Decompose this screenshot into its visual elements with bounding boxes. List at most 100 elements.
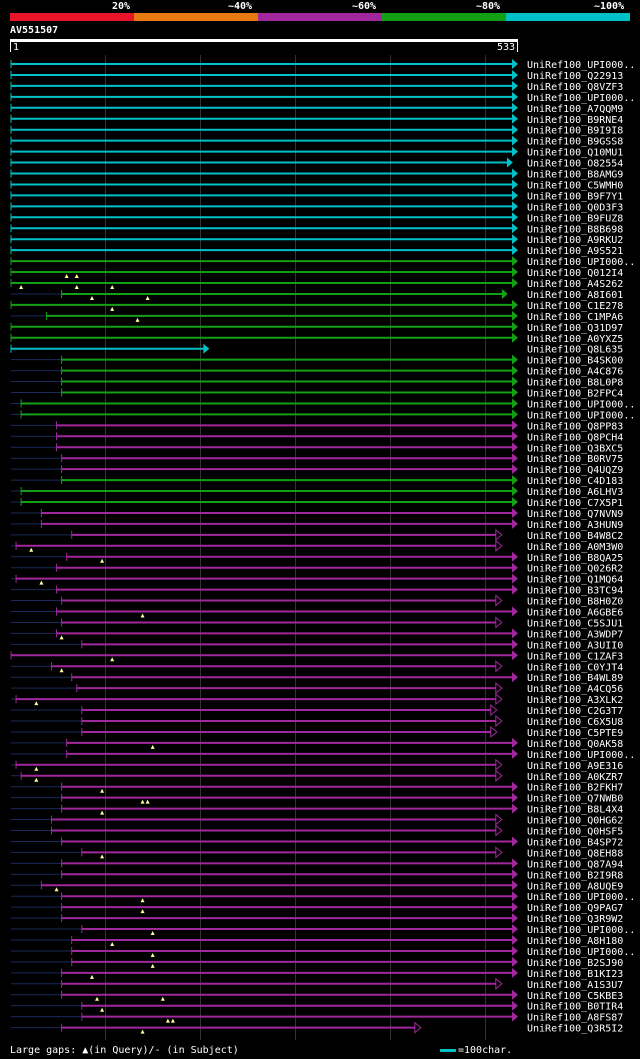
- hit-label[interactable]: UniRef100_UPI000..: [527, 399, 635, 410]
- hit-label[interactable]: UniRef100_B9FUZ8: [527, 213, 623, 224]
- hit-label[interactable]: UniRef100_A9S521: [527, 246, 623, 257]
- hit-label[interactable]: UniRef100_UPI000..: [527, 947, 635, 958]
- hit-label[interactable]: UniRef100_A4C876: [527, 367, 623, 378]
- hit-label[interactable]: UniRef100_Q8L635: [527, 345, 623, 356]
- hit-label[interactable]: UniRef100_C1ZAF3: [527, 651, 623, 662]
- hit-label[interactable]: UniRef100_UPI000..: [527, 257, 635, 268]
- hit-label[interactable]: UniRef100_B4SK00: [527, 356, 623, 367]
- hit-label[interactable]: UniRef100_Q7NVN9: [527, 509, 623, 520]
- hit-label[interactable]: UniRef100_Q8EH88: [527, 848, 623, 859]
- hit-label[interactable]: UniRef100_A0KZR7: [527, 772, 623, 783]
- hit-label[interactable]: UniRef100_UPI000..: [527, 750, 635, 761]
- query-gap-marker: [140, 799, 145, 804]
- hit-label[interactable]: UniRef100_B9I9I8: [527, 126, 623, 137]
- hit-label[interactable]: UniRef100_Q026R2: [527, 564, 623, 575]
- hit-end-arrow: [512, 518, 518, 529]
- hit-label[interactable]: UniRef100_A8FS87: [527, 1013, 623, 1024]
- hit-label[interactable]: UniRef100_A3UII0: [527, 640, 623, 651]
- hit-end-arrow: [512, 858, 518, 869]
- hit-label[interactable]: UniRef100_B8AMG9: [527, 170, 623, 181]
- hit-label[interactable]: UniRef100_A3HUN9: [527, 520, 623, 531]
- hit-label[interactable]: UniRef100_B9RNE4: [527, 115, 623, 126]
- hit-end-arrow: [512, 606, 518, 617]
- hit-label[interactable]: UniRef100_B2SJ90: [527, 958, 623, 969]
- hit-label[interactable]: UniRef100_B1KI23: [527, 969, 623, 980]
- hit-label[interactable]: UniRef100_C1MPA6: [527, 312, 623, 323]
- hit-end-arrow: [414, 1021, 422, 1034]
- hit-label[interactable]: UniRef100_UPI000..: [527, 892, 635, 903]
- hit-label[interactable]: UniRef100_Q012I4: [527, 268, 623, 279]
- hit-label[interactable]: UniRef100_O82554: [527, 159, 623, 170]
- hit-label[interactable]: UniRef100_Q31D97: [527, 323, 623, 334]
- query-gap-marker: [170, 1018, 175, 1023]
- hit-label[interactable]: UniRef100_Q3BXC5: [527, 443, 623, 454]
- hit-label[interactable]: UniRef100_C5WMH0: [527, 180, 623, 191]
- hit-label[interactable]: UniRef100_B9F7Y1: [527, 191, 623, 202]
- hit-label[interactable]: UniRef100_C4D183: [527, 476, 623, 487]
- hit-label[interactable]: UniRef100_Q22913: [527, 71, 623, 82]
- hit-label[interactable]: UniRef100_A6LHV3: [527, 487, 623, 498]
- hit-label[interactable]: UniRef100_B2I9R8: [527, 870, 623, 881]
- hit-label[interactable]: UniRef100_B9GSS8: [527, 137, 623, 148]
- hit-label[interactable]: UniRef100_UPI000..: [527, 925, 635, 936]
- hit-label[interactable]: UniRef100_C6X5U8: [527, 717, 623, 728]
- hit-label[interactable]: UniRef100_B3TC94: [527, 586, 623, 597]
- hit-label[interactable]: UniRef100_A3XLK2: [527, 695, 623, 706]
- query-gap-marker: [74, 285, 79, 289]
- hit-end-arrow: [512, 486, 518, 497]
- hit-label[interactable]: UniRef100_B0RV75: [527, 454, 623, 465]
- hit-end-arrow: [512, 420, 518, 431]
- hit-label[interactable]: UniRef100_Q0D3F3: [527, 202, 623, 213]
- hit-label[interactable]: UniRef100_C7X5P1: [527, 498, 623, 509]
- hit-label[interactable]: UniRef100_A4CQ56: [527, 684, 623, 695]
- hit-label[interactable]: UniRef100_B2FKH7: [527, 783, 623, 794]
- hit-label[interactable]: UniRef100_A0YXZ5: [527, 334, 623, 345]
- hit-label[interactable]: UniRef100_A8UQE9: [527, 881, 623, 892]
- hit-label[interactable]: UniRef100_Q10MU1: [527, 148, 623, 159]
- hit-label[interactable]: UniRef100_A1S3U7: [527, 980, 623, 991]
- hit-label[interactable]: UniRef100_Q9PAG7: [527, 903, 623, 914]
- hit-end-arrow: [512, 146, 518, 157]
- hit-label[interactable]: UniRef100_C5PTE9: [527, 728, 623, 739]
- hit-label[interactable]: UniRef100_UPI000..: [527, 60, 635, 71]
- hit-label[interactable]: UniRef100_C0YJT4: [527, 662, 623, 673]
- hit-label[interactable]: UniRef100_Q0HG62: [527, 816, 623, 827]
- hit-label[interactable]: UniRef100_A0M3W0: [527, 542, 623, 553]
- hit-label[interactable]: UniRef100_B2FPC4: [527, 389, 623, 400]
- hit-label[interactable]: UniRef100_A9E316: [527, 761, 623, 772]
- hit-label[interactable]: UniRef100_B4SP72: [527, 837, 623, 848]
- hit-label[interactable]: UniRef100_Q8VZF3: [527, 82, 623, 93]
- hit-label[interactable]: UniRef100_Q0HSF5: [527, 827, 623, 838]
- hit-label[interactable]: UniRef100_B8L4X4: [527, 805, 623, 816]
- hit-label[interactable]: UniRef100_A4S262: [527, 279, 623, 290]
- hit-label[interactable]: UniRef100_Q8PCH4: [527, 432, 623, 443]
- hit-label[interactable]: UniRef100_Q8PP83: [527, 421, 623, 432]
- hit-label[interactable]: UniRef100_B8L0P8: [527, 378, 623, 389]
- hit-label[interactable]: UniRef100_UPI000..: [527, 93, 635, 104]
- hit-label[interactable]: UniRef100_A8H180: [527, 936, 623, 947]
- hit-label[interactable]: UniRef100_B8H0Z0: [527, 597, 623, 608]
- hit-label[interactable]: UniRef100_A6GBE6: [527, 608, 623, 619]
- hit-label[interactable]: UniRef100_UPI000..: [527, 410, 635, 421]
- hit-end-arrow: [512, 245, 518, 256]
- hit-label[interactable]: UniRef100_Q4UQZ9: [527, 465, 623, 476]
- hit-label[interactable]: UniRef100_Q3R9W2: [527, 914, 623, 925]
- hit-label[interactable]: UniRef100_B0TIR4: [527, 1002, 623, 1013]
- hit-label[interactable]: UniRef100_B8QA25: [527, 553, 623, 564]
- hit-label[interactable]: UniRef100_B8B698: [527, 224, 623, 235]
- hit-label[interactable]: UniRef100_A9RKU2: [527, 235, 623, 246]
- hit-label[interactable]: UniRef100_A3WDP7: [527, 629, 623, 640]
- hit-label[interactable]: UniRef100_Q1MQ64: [527, 575, 623, 586]
- hit-label[interactable]: UniRef100_Q0AK58: [527, 739, 623, 750]
- hit-label[interactable]: UniRef100_A8I601: [527, 290, 623, 301]
- hit-label[interactable]: UniRef100_C2G3T7: [527, 706, 623, 717]
- hit-label[interactable]: UniRef100_Q3R5I2: [527, 1024, 623, 1035]
- hit-label[interactable]: UniRef100_A7QQM9: [527, 104, 623, 115]
- hit-label[interactable]: UniRef100_C5SJU1: [527, 618, 623, 629]
- hit-label[interactable]: UniRef100_B4W8C2: [527, 531, 623, 542]
- hit-label[interactable]: UniRef100_Q7NWB0: [527, 794, 623, 805]
- hit-label[interactable]: UniRef100_C1E278: [527, 301, 623, 312]
- hit-label[interactable]: UniRef100_C5KBE3: [527, 991, 623, 1002]
- hit-label[interactable]: UniRef100_B4WL89: [527, 673, 623, 684]
- hit-label[interactable]: UniRef100_Q87A94: [527, 859, 623, 870]
